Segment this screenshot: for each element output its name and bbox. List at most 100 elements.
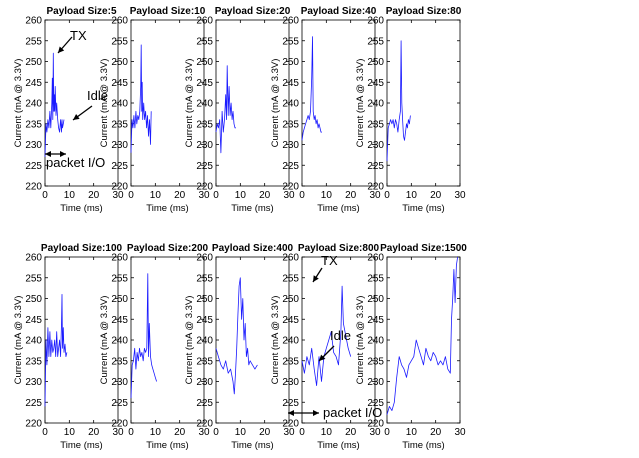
y-tick-label: 225: [111, 398, 128, 409]
y-tick-label: 260: [282, 253, 299, 264]
panel-title-1: Payload Size:10: [130, 6, 206, 17]
annotation-tx: TX: [70, 28, 87, 43]
y-tick-label: 220: [367, 182, 384, 193]
x-tick-label: 30: [369, 190, 381, 201]
y-tick-label: 230: [111, 140, 128, 151]
idle-arrow-head: [73, 114, 80, 120]
y-tick-label: 240: [367, 99, 384, 110]
y-tick-label: 240: [282, 336, 299, 347]
annotation-packet-io: packet I/O: [46, 155, 105, 170]
y-tick-label: 260: [25, 253, 42, 264]
panel-title-5: Payload Size:100: [41, 243, 123, 254]
y-tick-label: 240: [282, 99, 299, 110]
x-axis-label: Time (ms): [402, 203, 444, 214]
panel-title-0: Payload Size:5: [46, 6, 116, 17]
x-tick-label: 0: [384, 190, 390, 201]
y-tick-label: 225: [25, 161, 42, 172]
current-trace-4: [386, 40, 411, 162]
y-tick-label: 235: [282, 119, 299, 130]
tx-arrow-head: [313, 275, 319, 282]
y-tick-label: 220: [196, 419, 213, 430]
panel-title-6: Payload Size:200: [127, 243, 209, 254]
y-tick-label: 250: [25, 294, 42, 305]
y-tick-label: 240: [25, 99, 42, 110]
y-tick-label: 250: [25, 57, 42, 68]
x-tick-label: 20: [430, 190, 442, 201]
y-tick-label: 260: [282, 16, 299, 27]
y-tick-label: 230: [111, 377, 128, 388]
y-tick-label: 230: [25, 140, 42, 151]
y-tick-label: 225: [282, 398, 299, 409]
current-trace-7: [215, 277, 258, 395]
packet-io-arrow-head-right: [313, 410, 319, 416]
y-tick-label: 245: [196, 78, 213, 89]
annotation-tx: TX: [321, 253, 338, 268]
packet-io-arrow-head-left: [288, 410, 294, 416]
x-axis-label: Time (ms): [317, 440, 359, 451]
x-tick-label: 30: [283, 427, 295, 438]
y-tick-label: 260: [196, 253, 213, 264]
x-tick-label: 30: [454, 427, 466, 438]
x-axis-label: Time (ms): [60, 203, 102, 214]
y-tick-label: 255: [367, 273, 384, 284]
y-axis-label: Current (mA @ 3.3V): [270, 59, 281, 148]
y-tick-label: 250: [282, 294, 299, 305]
y-tick-label: 255: [196, 273, 213, 284]
x-tick-label: 30: [112, 190, 124, 201]
x-axis-label: Time (ms): [146, 440, 188, 451]
x-tick-label: 10: [150, 427, 162, 438]
current-trace-2: [215, 65, 236, 154]
x-tick-label: 0: [213, 427, 219, 438]
y-axis-label: Current (mA @ 3.3V): [270, 296, 281, 385]
y-tick-label: 250: [282, 57, 299, 68]
y-tick-label: 250: [196, 57, 213, 68]
y-tick-label: 225: [196, 161, 213, 172]
y-tick-label: 235: [196, 119, 213, 130]
x-tick-label: 20: [430, 427, 442, 438]
tx-arrow-head: [58, 46, 65, 53]
annotation-idle: Idle: [330, 328, 351, 343]
x-tick-label: 30: [198, 190, 210, 201]
x-tick-label: 0: [384, 427, 390, 438]
y-tick-label: 225: [367, 161, 384, 172]
x-tick-label: 20: [88, 427, 100, 438]
y-tick-label: 230: [196, 140, 213, 151]
y-tick-label: 230: [25, 377, 42, 388]
y-tick-label: 225: [25, 398, 42, 409]
annotation-idle: Idle: [87, 88, 108, 103]
y-axis-label: Current (mA @ 3.3V): [13, 59, 24, 148]
x-tick-label: 30: [369, 427, 381, 438]
x-axis-label: Time (ms): [231, 440, 273, 451]
y-tick-label: 245: [25, 78, 42, 89]
panel-title-9: Payload Size:1500: [380, 243, 467, 254]
x-tick-label: 10: [64, 190, 76, 201]
x-tick-label: 30: [112, 427, 124, 438]
x-tick-label: 0: [299, 190, 305, 201]
y-tick-label: 250: [111, 57, 128, 68]
annotation-packet-io: packet I/O: [323, 405, 382, 420]
y-tick-label: 260: [111, 253, 128, 264]
y-tick-label: 245: [196, 315, 213, 326]
y-tick-label: 220: [111, 182, 128, 193]
y-tick-label: 220: [25, 419, 42, 430]
y-tick-label: 260: [111, 16, 128, 27]
y-tick-label: 230: [367, 140, 384, 151]
x-tick-label: 30: [283, 190, 295, 201]
y-tick-label: 220: [282, 182, 299, 193]
y-tick-label: 230: [196, 377, 213, 388]
y-axis-label: Current (mA @ 3.3V): [184, 296, 195, 385]
x-tick-label: 20: [88, 190, 100, 201]
y-axis-label: Current (mA @ 3.3V): [13, 296, 24, 385]
y-tick-label: 260: [367, 253, 384, 264]
current-trace-0: [44, 52, 65, 157]
y-tick-label: 245: [367, 315, 384, 326]
x-tick-label: 0: [42, 190, 48, 201]
y-tick-label: 225: [367, 398, 384, 409]
x-tick-label: 10: [235, 190, 247, 201]
plot-frame-4: [386, 19, 461, 187]
y-tick-label: 255: [367, 36, 384, 47]
y-tick-label: 245: [111, 78, 128, 89]
x-tick-label: 20: [174, 190, 186, 201]
y-tick-label: 240: [111, 99, 128, 110]
